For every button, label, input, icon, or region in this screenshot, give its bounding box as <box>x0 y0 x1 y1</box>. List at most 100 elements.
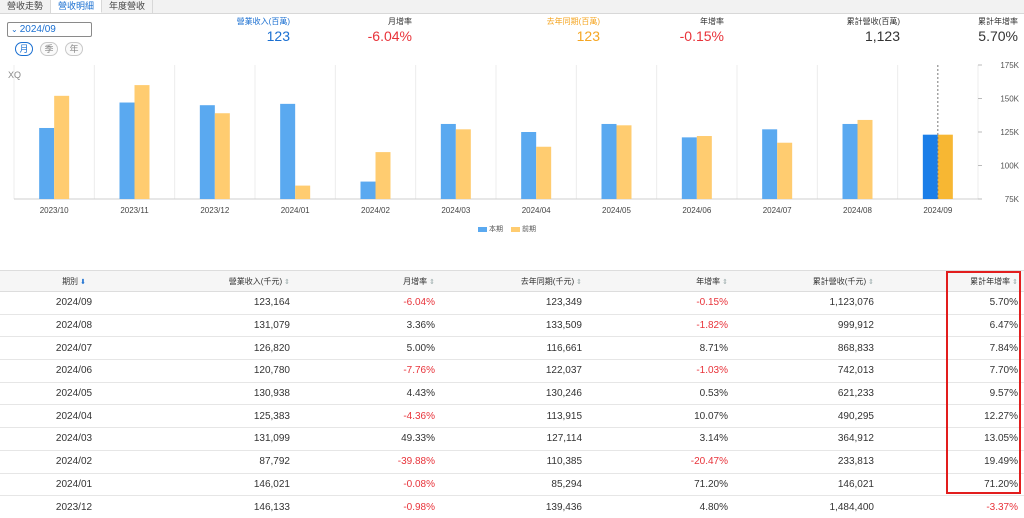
bar-current <box>922 134 938 199</box>
bar-current <box>360 181 376 199</box>
cell-yoy: -0.15% <box>582 291 728 315</box>
cell-last-year: 122,037 <box>435 359 582 383</box>
col-header-period-label: 期別 <box>62 276 79 286</box>
table-row[interactable]: 2024/02 87,792 -39.88% 110,385 -20.47% 233,81… <box>0 450 1024 474</box>
table-row[interactable]: 2024/09 123,164 -6.04% 123,349 -0.15% 1,123,0… <box>0 291 1024 315</box>
stat-cumulative-label: 累計營收(百萬) <box>846 17 900 26</box>
legend-label-prior: 前期 <box>522 226 536 233</box>
tab-bar: 營收走勢 營收明細 年度營收 <box>0 0 1024 14</box>
revenue-detail-table: 期別 ⬇ 營業收入(千元) ⇕ 月增率 ⇕ 去年同期(千元) ⇕ 年增率 ⇕ 累計營收(千… <box>0 270 1024 518</box>
frequency-quarter-button[interactable]: 季 <box>40 42 58 56</box>
chart-x-tick-label: 2024/06 <box>682 206 711 215</box>
col-header-last-year[interactable]: 去年同期(千元) ⇕ <box>435 270 582 292</box>
cell-last-year: 110,385 <box>435 450 582 474</box>
legend-item-prior: 前期 <box>511 224 536 234</box>
bar-prior <box>455 129 471 199</box>
cell-cumulative: 146,021 <box>728 473 874 497</box>
legend-swatch-prior <box>511 226 520 232</box>
cell-cumulative-yoy: 19.49% <box>874 450 1024 474</box>
table-body: 2024/09 123,164 -6.04% 123,349 -0.15% 1,123,0… <box>0 291 1024 518</box>
cell-yoy: 8.71% <box>582 336 728 361</box>
table-row[interactable]: 2024/05 130,938 4.43% 130,246 0.53% 621,233 9.… <box>0 382 1024 406</box>
table-row[interactable]: 2024/06 120,780 -7.76% 122,037 -1.03% 742,013… <box>0 359 1024 383</box>
period-select[interactable]: ⌄ 2024/09 <box>7 22 92 37</box>
col-header-yoy[interactable]: 年增率 ⇕ <box>582 270 728 292</box>
sort-down-icon: ⬇ <box>80 278 86 286</box>
cell-mom: 5.00% <box>290 336 435 361</box>
tab-revenue-trend[interactable]: 營收走勢 <box>0 0 52 13</box>
cell-mom: -39.88% <box>290 450 435 474</box>
cell-revenue: 126,820 <box>148 336 290 361</box>
cell-last-year: 113,915 <box>435 404 582 429</box>
revenue-bar-chart: 175K 150K 125K 100K 75K 2023/10 2023/11 2023/12… <box>13 62 1020 215</box>
table-row[interactable]: 2024/03 131,099 49.33% 127,114 3.14% 364,912 1… <box>0 427 1024 451</box>
cell-cumulative: 364,912 <box>728 427 874 451</box>
stat-cumulative-yoy: 累計年增率 5.70% <box>940 17 1018 45</box>
stat-last-year-label: 去年同期(百萬) <box>546 17 600 26</box>
tab-revenue-detail[interactable]: 營收明細 <box>51 0 103 13</box>
table-row[interactable]: 2024/08 131,079 3.36% 133,509 -1.82% 999,912 6… <box>0 314 1024 338</box>
col-header-cumulative-label: 累計營收(千元) <box>812 276 867 286</box>
chart-y-tick-label: 125K <box>1000 128 1019 137</box>
legend-label-current: 本期 <box>489 226 503 233</box>
bar-current <box>762 129 778 199</box>
cell-yoy: -1.03% <box>582 359 728 383</box>
bar-current <box>39 127 55 199</box>
table-row[interactable]: 2024/04 125,383 -4.36% 113,915 10.07% 490,295… <box>0 404 1024 429</box>
col-header-cumulative[interactable]: 累計營收(千元) ⇕ <box>728 270 874 292</box>
cell-period: 2024/06 <box>0 359 148 383</box>
col-header-cumulative-yoy[interactable]: 累計年增率 ⇕ <box>874 270 1024 292</box>
cell-cumulative-yoy: -3.37% <box>874 495 1024 518</box>
chart-legend: 本期 前期 <box>478 224 536 234</box>
cell-revenue: 131,079 <box>148 314 290 338</box>
cell-period: 2024/05 <box>0 382 148 406</box>
chart-x-tick-label: 2024/08 <box>843 206 872 215</box>
table-row[interactable]: 2024/01 146,021 -0.08% 85,294 71.20% 146,021 7… <box>0 473 1024 497</box>
col-header-mom[interactable]: 月增率 ⇕ <box>290 270 435 292</box>
bar-current <box>521 132 537 199</box>
col-header-cumulative-yoy-label: 累計年增率 <box>970 276 1011 286</box>
bar-current <box>119 102 135 199</box>
chevron-down-icon: ⌄ <box>11 25 18 34</box>
cell-yoy: -20.47% <box>582 450 728 474</box>
cell-period: 2024/09 <box>0 291 148 315</box>
chart-x-tick-label: 2024/07 <box>763 206 792 215</box>
frequency-month-button[interactable]: 月 <box>15 42 33 56</box>
cell-mom: -4.36% <box>290 404 435 429</box>
cell-last-year: 85,294 <box>435 473 582 497</box>
tab-annual-revenue[interactable]: 年度營收 <box>102 0 154 13</box>
bar-prior <box>696 136 712 199</box>
sort-icon: ⇕ <box>576 278 582 286</box>
legend-swatch-current <box>478 226 487 232</box>
col-header-revenue[interactable]: 營業收入(千元) ⇕ <box>148 270 290 292</box>
cell-cumulative: 742,013 <box>728 359 874 383</box>
bar-prior <box>134 85 150 199</box>
cell-revenue: 125,383 <box>148 404 290 429</box>
bar-current <box>842 123 858 199</box>
chart-x-tick-label: 2024/01 <box>281 206 310 215</box>
cell-cumulative: 490,295 <box>728 404 874 429</box>
chart-x-tick-label: 2023/12 <box>200 206 229 215</box>
stat-cumulative-yoy-value: 5.70% <box>978 28 1018 44</box>
sort-icon: ⇕ <box>868 278 874 286</box>
cell-cumulative: 868,833 <box>728 336 874 361</box>
stat-mom: 月增率 -6.04% <box>330 17 412 45</box>
chart-x-tick-label: 2024/03 <box>441 206 470 215</box>
cell-revenue: 123,164 <box>148 291 290 315</box>
cell-cumulative-yoy: 7.84% <box>874 336 1024 361</box>
cell-revenue: 120,780 <box>148 359 290 383</box>
cell-revenue: 131,099 <box>148 427 290 451</box>
cell-cumulative-yoy: 7.70% <box>874 359 1024 383</box>
chart-x-tick-label: 2024/04 <box>522 206 551 215</box>
table-row[interactable]: 2024/07 126,820 5.00% 116,661 8.71% 868,833 7.… <box>0 336 1024 361</box>
stat-revenue-label: 營業收入(百萬) <box>236 17 290 26</box>
bar-prior <box>857 119 873 199</box>
frequency-year-button[interactable]: 年 <box>65 42 83 56</box>
col-header-period[interactable]: 期別 ⬇ <box>0 270 148 292</box>
table-row[interactable]: 2023/12 146,133 -0.98% 139,436 4.80% 1,484,40… <box>0 495 1024 518</box>
cell-period: 2024/02 <box>0 450 148 474</box>
cell-period: 2024/04 <box>0 404 148 429</box>
sort-icon: ⇕ <box>722 278 728 286</box>
cell-cumulative-yoy: 12.27% <box>874 404 1024 429</box>
cell-cumulative-yoy: 71.20% <box>874 473 1024 497</box>
